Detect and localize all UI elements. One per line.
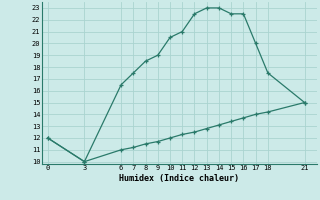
X-axis label: Humidex (Indice chaleur): Humidex (Indice chaleur) <box>119 174 239 183</box>
